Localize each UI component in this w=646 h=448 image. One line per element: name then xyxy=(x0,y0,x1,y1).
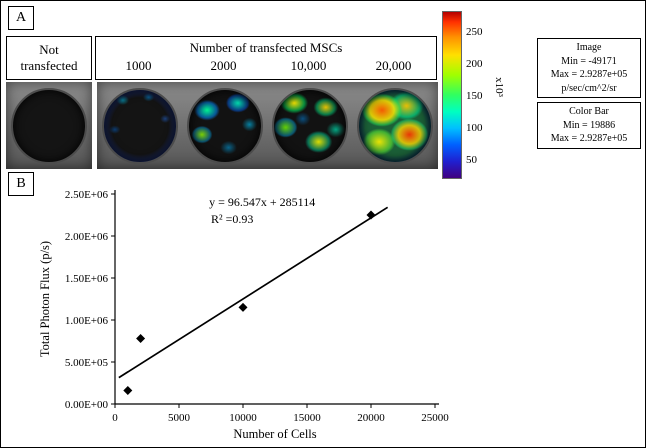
svg-text:y = 96.547x + 285114: y = 96.547x + 285114 xyxy=(209,195,315,209)
colorbar-stats-title: Color Bar xyxy=(569,106,609,117)
svg-text:1.50E+06: 1.50E+06 xyxy=(65,273,109,285)
cell-count-1000: 1000 xyxy=(125,57,152,73)
cell-count-10000: 10,000 xyxy=(290,57,327,73)
svg-text:5000: 5000 xyxy=(168,412,191,424)
svg-text:2.50E+06: 2.50E+06 xyxy=(65,189,109,201)
transfected-msc-header-box: Number of transfected MSCs 1000 2000 10,… xyxy=(95,36,437,80)
colorbar-stats-min: Min = 19886 xyxy=(562,119,616,131)
image-segment-not-transfected xyxy=(6,82,92,169)
svg-text:0: 0 xyxy=(112,412,118,424)
image-segment-transfected xyxy=(97,82,438,169)
cell-count-row: 1000 2000 10,000 20,000 xyxy=(96,58,436,74)
svg-text:15000: 15000 xyxy=(293,412,321,424)
svg-text:5.00E+05: 5.00E+05 xyxy=(65,357,109,369)
scatter-chart: 0.00E+00 5.00E+05 1.00E+06 1.50E+06 2.00E+06… xyxy=(38,189,449,441)
svg-text:Total Photon Flux (p/s): Total Photon Flux (p/s) xyxy=(38,241,52,357)
svg-text:1.00E+06: 1.00E+06 xyxy=(65,315,109,327)
panel-a-label: A xyxy=(8,6,34,30)
svg-text:20000: 20000 xyxy=(357,412,385,424)
svg-text:Number of Cells: Number of Cells xyxy=(233,427,316,441)
colorbar-multiplier: x10³ xyxy=(492,77,505,97)
well-2000-cells xyxy=(186,87,263,164)
image-stats-max: Max = 2.9287e+05 xyxy=(550,69,628,80)
well-20000-cells xyxy=(357,87,434,164)
transfected-msc-title: Number of transfected MSCs xyxy=(189,40,343,55)
colorbar-tick-50: 50 xyxy=(466,154,477,166)
svg-text:25000: 25000 xyxy=(421,412,449,424)
image-stats-title: Image xyxy=(576,42,602,53)
image-stats-min: Min = -49171 xyxy=(561,55,617,67)
image-stats-units: p/sec/cm^2/sr xyxy=(561,82,617,94)
colorbar-tick-200: 200 xyxy=(466,58,483,70)
well-not-transfected xyxy=(11,87,87,164)
intensity-colorbar xyxy=(442,11,462,179)
bioluminescence-image-strip xyxy=(6,82,438,169)
image-stats-box: Image Min = -49171 Max = 2.9287e+05 p/se… xyxy=(537,38,641,98)
svg-text:R² =0.93: R² =0.93 xyxy=(211,212,253,226)
colorbar-tick-100: 100 xyxy=(466,122,483,134)
well-1000-cells xyxy=(101,87,178,164)
colorbar-stats-max: Max = 2.9287e+05 xyxy=(550,133,628,144)
cell-count-20000: 20,000 xyxy=(375,57,412,73)
svg-text:0.00E+00: 0.00E+00 xyxy=(65,399,109,411)
colorbar-tick-250: 250 xyxy=(466,26,483,38)
svg-text:10000: 10000 xyxy=(229,412,257,424)
svg-text:2.00E+06: 2.00E+06 xyxy=(65,231,109,243)
colorbar-stats-box: Color Bar Min = 19886 Max = 2.9287e+05 xyxy=(537,102,641,149)
colorbar-tick-150: 150 xyxy=(466,90,483,102)
well-10000-cells xyxy=(272,87,349,164)
cell-count-2000: 2000 xyxy=(210,57,237,73)
panel-b-label: B xyxy=(8,172,34,196)
not-transfected-label-box: Not transfected xyxy=(6,36,92,80)
